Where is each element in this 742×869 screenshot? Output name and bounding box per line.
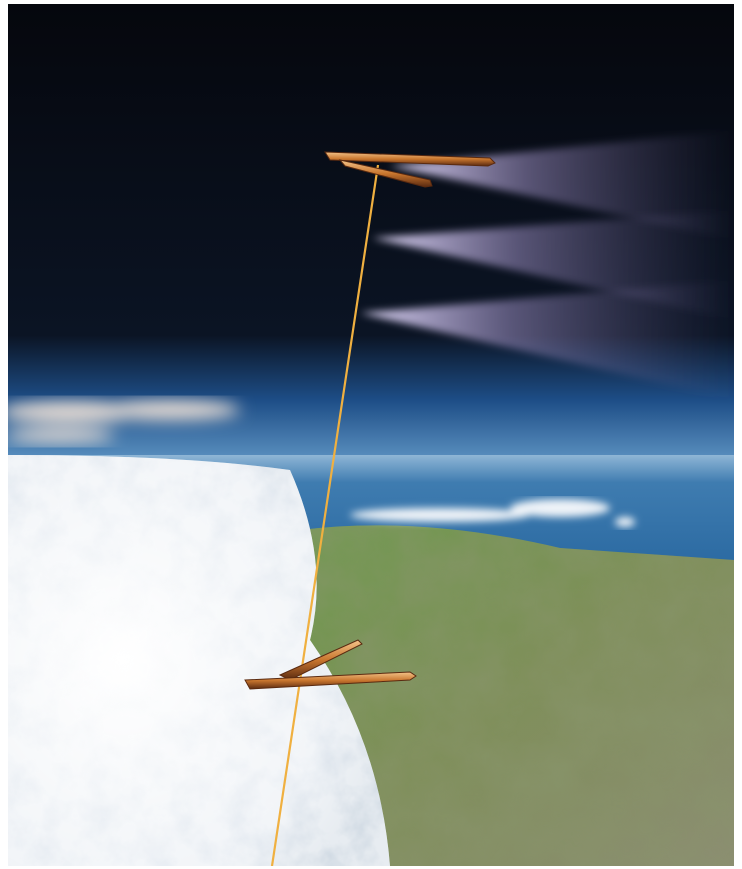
upper-aircraft — [324, 151, 496, 188]
high-cloud — [8, 400, 240, 443]
lower-aircraft — [244, 639, 417, 690]
cloud-texture — [8, 455, 390, 866]
tether — [270, 164, 380, 866]
terrain-texture — [270, 525, 734, 866]
distant-clouds — [350, 499, 635, 527]
image — [8, 4, 734, 866]
